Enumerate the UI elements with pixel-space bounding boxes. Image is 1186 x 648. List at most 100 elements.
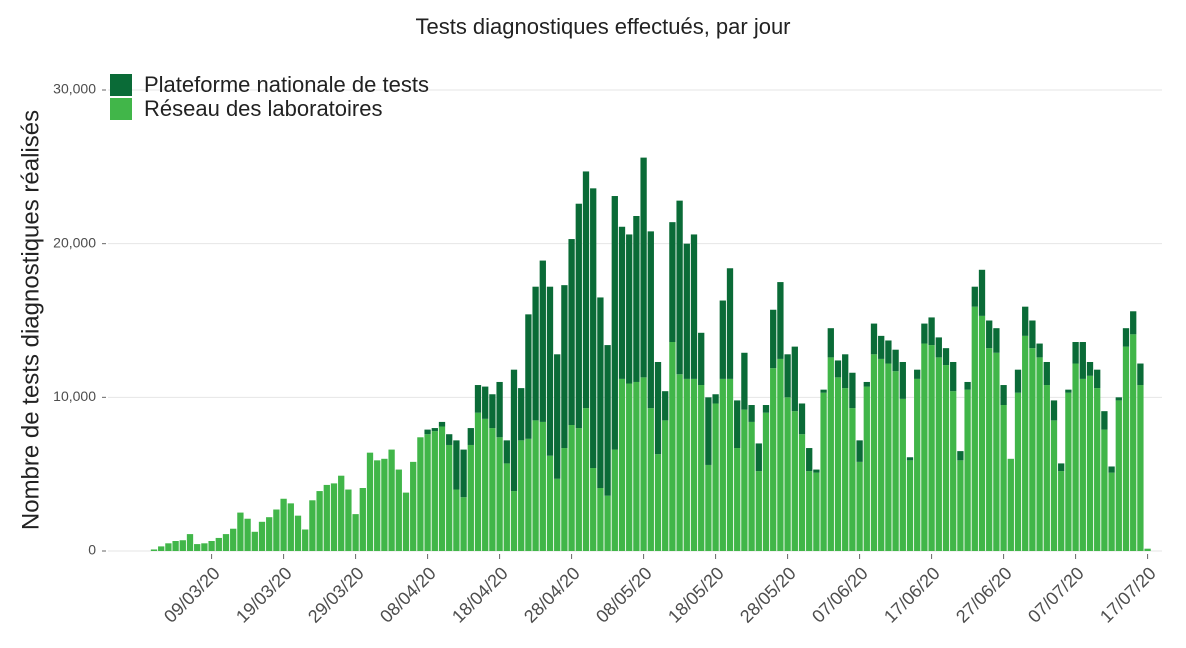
bar-segment	[892, 371, 899, 551]
x-tick-label: 27/06/20	[952, 563, 1016, 627]
bar-segment	[366, 452, 374, 551]
bar-segment	[928, 317, 935, 346]
bar-segment	[971, 286, 978, 307]
bar-segment	[1036, 357, 1043, 551]
bar-segment	[158, 546, 165, 551]
bar-segment	[1007, 458, 1014, 551]
y-tick-label: 0	[88, 542, 96, 558]
bar-segment	[899, 361, 906, 399]
bar-segment	[690, 234, 698, 379]
bar-segment	[431, 431, 438, 551]
bar-segment	[964, 389, 971, 551]
bar-segment	[201, 543, 208, 551]
bar-segment	[626, 234, 633, 384]
bar-segment	[669, 222, 676, 343]
bar-segment	[539, 260, 546, 422]
bar-segment	[878, 358, 885, 551]
bar-segment	[597, 487, 604, 551]
bar-segment	[453, 440, 460, 490]
bar-segment	[878, 335, 885, 359]
bar-segment	[935, 337, 942, 358]
bar-segment	[597, 297, 604, 488]
bar-segment	[287, 503, 294, 551]
bar-segment	[784, 397, 791, 551]
bar-segment	[654, 361, 662, 455]
bar-segment	[957, 451, 964, 461]
x-tick-label: 17/06/20	[880, 563, 944, 627]
bar-segment	[482, 386, 489, 419]
bar-segment	[1058, 471, 1065, 551]
bar-segment	[906, 460, 914, 551]
bar-segment	[755, 443, 762, 472]
bar-segment	[719, 300, 726, 379]
bar-segment	[172, 541, 179, 551]
bar-segment	[1108, 472, 1115, 551]
bar-segment	[777, 358, 784, 551]
bar-segment	[1115, 400, 1122, 551]
bar-segment	[561, 285, 568, 449]
bar-segment	[525, 438, 532, 551]
bar-segment	[1086, 375, 1094, 551]
bar-segment	[575, 203, 582, 429]
bar-segment	[1079, 378, 1086, 551]
bar-segment	[683, 243, 690, 379]
bar-segment	[496, 437, 503, 551]
x-tick-label: 19/03/20	[232, 563, 296, 627]
bar-segment	[863, 386, 870, 551]
bar-segment	[280, 498, 287, 551]
bar-segment	[726, 268, 734, 379]
bar-segment	[424, 429, 431, 435]
bar-segment	[1014, 369, 1022, 393]
bar-segment	[762, 405, 770, 413]
bar-segment	[554, 478, 561, 551]
bar-segment	[1079, 342, 1086, 379]
bar-segment	[554, 354, 561, 479]
bar-segment	[950, 391, 957, 551]
bar-segment	[626, 383, 633, 551]
bar-segment	[482, 418, 489, 551]
bar-segment	[647, 231, 654, 409]
bar-segment	[467, 428, 474, 445]
bar-segment	[914, 378, 921, 551]
bar-segment	[611, 449, 618, 551]
bar-segment	[518, 440, 525, 551]
bar-segment	[1122, 328, 1130, 347]
bar-segment	[1115, 397, 1122, 401]
bar-segment	[647, 408, 654, 551]
bar-segment	[496, 381, 503, 438]
bar-segment	[834, 377, 842, 551]
bar-segment	[986, 320, 993, 349]
bar-segment	[179, 540, 186, 551]
bar-segment	[978, 269, 986, 316]
bar-segment	[374, 460, 381, 551]
bar-segment	[870, 323, 878, 355]
bar-segment	[950, 361, 957, 392]
bar-segment	[719, 378, 726, 551]
bar-segment	[770, 368, 777, 551]
legend-swatch	[110, 74, 132, 96]
bar-segment	[705, 464, 712, 551]
chart-title: Tests diagnostiques effectués, par jour	[415, 14, 790, 39]
bar-segment	[1086, 361, 1094, 376]
bar-segment	[633, 216, 640, 382]
bar-segment	[273, 509, 280, 551]
bar-segment	[251, 531, 258, 551]
bar-segment	[575, 428, 582, 551]
bar-segment	[561, 448, 568, 551]
bar-segment	[726, 378, 734, 551]
bar-segment	[546, 455, 554, 551]
bar-segment	[885, 340, 892, 364]
bar-segment	[1014, 392, 1022, 551]
bar-segment	[1094, 369, 1101, 389]
bar-segment	[827, 328, 834, 358]
bar-segment	[892, 349, 899, 372]
bar-segment	[633, 381, 640, 551]
bar-segment	[258, 521, 266, 551]
bar-segment	[762, 412, 770, 551]
bar-segment	[806, 471, 813, 551]
bar-segment	[1065, 389, 1072, 393]
x-tick-label: 28/05/20	[736, 563, 800, 627]
bar-segment	[150, 549, 158, 551]
bar-segment	[1130, 311, 1137, 335]
bar-segment	[849, 372, 856, 409]
